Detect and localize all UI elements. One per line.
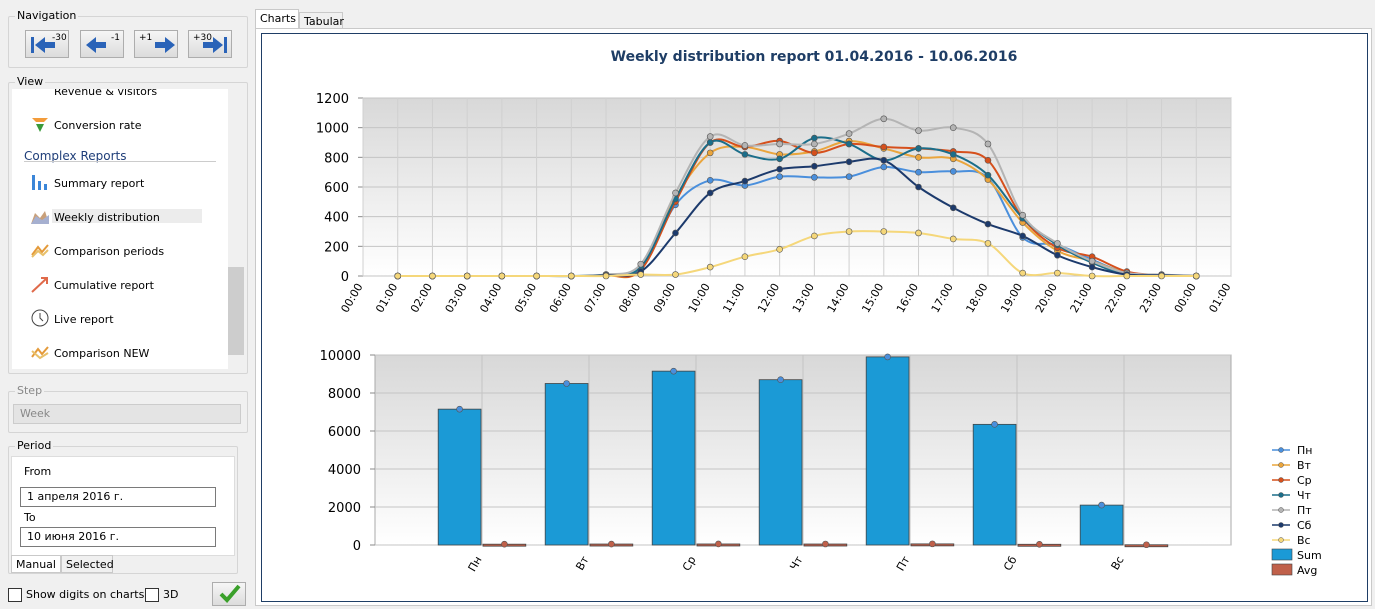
group-title: Step	[15, 384, 45, 397]
step-group: Step Week	[8, 384, 248, 433]
from-label: From	[24, 465, 52, 478]
nav-button[interactable]: +30	[188, 30, 232, 58]
list-item[interactable]: Comparison NEW	[54, 347, 150, 360]
list-item[interactable]: Revenue & visitors	[54, 89, 158, 98]
group-title: Navigation	[15, 9, 79, 22]
from-date[interactable]: 1 апреля 2016 г.	[20, 487, 216, 507]
step-select: Week	[13, 404, 241, 424]
group-title: View	[15, 75, 46, 88]
view-group: View Revenue & visitors Conversion rate …	[8, 75, 248, 374]
main-tab[interactable]: Charts	[255, 9, 299, 29]
section-header: Complex Reports	[24, 149, 127, 163]
nav-button[interactable]: +1	[134, 30, 178, 58]
list-item[interactable]: Live report	[54, 313, 114, 326]
nav-button[interactable]: -30	[25, 30, 69, 58]
checkbox-label: 3D	[163, 588, 179, 601]
nav-button[interactable]: -1	[80, 30, 124, 58]
button-label: +1	[139, 33, 153, 43]
main-tab[interactable]: Tabular	[299, 12, 344, 29]
checkbox-label: Show digits on charts	[26, 588, 145, 601]
checkbox[interactable]	[8, 588, 22, 602]
to-date[interactable]: 10 июня 2016 г.	[20, 527, 216, 547]
period-tab[interactable]: Selected	[61, 555, 114, 573]
list-item[interactable]: Comparison periods	[54, 245, 165, 258]
period-group: Period From 1 апреля 2016 г. To 10 июня …	[8, 439, 238, 574]
button-label: -1	[111, 33, 120, 43]
list-item[interactable]: Summary report	[54, 177, 145, 190]
to-label: To	[24, 511, 36, 524]
period-panel: From 1 апреля 2016 г. To 10 июня 2016 г.	[11, 456, 235, 556]
list-item[interactable]: Weekly distribution	[54, 211, 160, 224]
chart-panel	[261, 33, 1368, 602]
list-item[interactable]: Conversion rate	[54, 119, 142, 132]
report-list: Revenue & visitors Conversion rate Compl…	[12, 89, 244, 369]
checkbox[interactable]	[145, 588, 159, 602]
period-tab[interactable]: Manual	[11, 555, 61, 573]
list-item[interactable]: Cumulative report	[54, 279, 154, 292]
button-label: -30	[52, 33, 67, 43]
button-label: +30	[193, 33, 212, 43]
apply-button[interactable]	[212, 582, 246, 606]
group-title: Period	[15, 439, 54, 452]
scrollbar[interactable]	[228, 89, 244, 369]
navigation-group: Navigation -30 -1 +1 +30	[8, 9, 248, 68]
